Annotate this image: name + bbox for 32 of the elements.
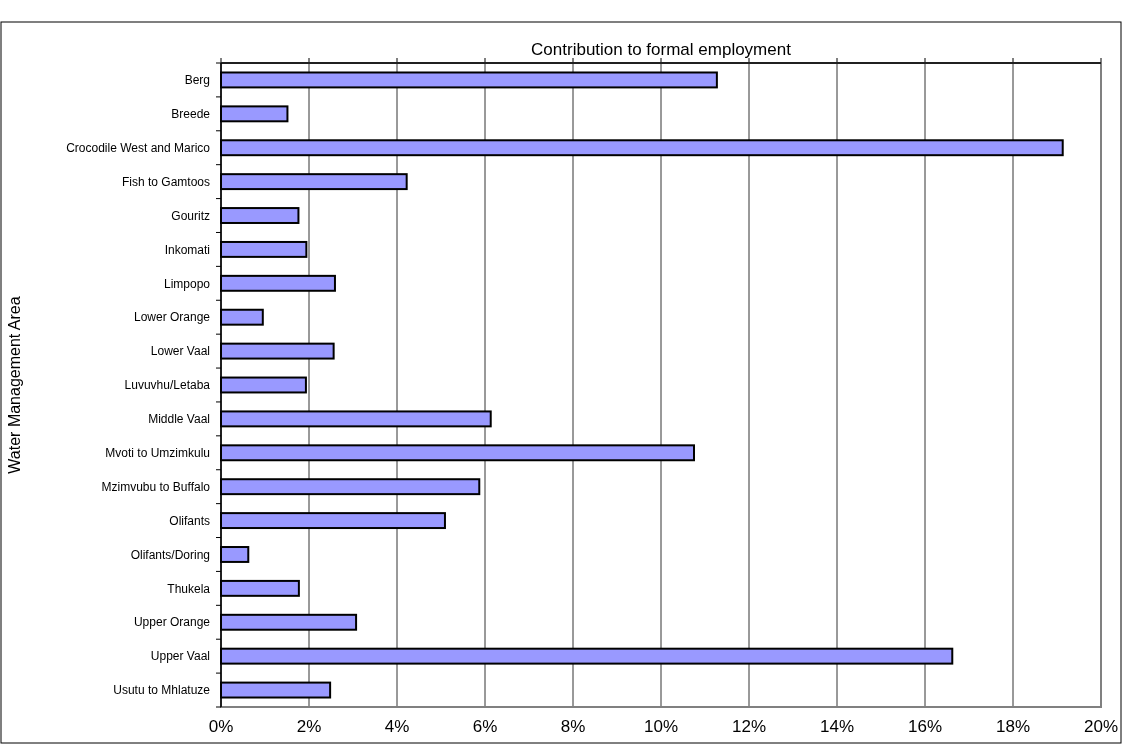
x-tick-label: 8% <box>560 717 586 736</box>
y-tick-label: Gouritz <box>171 208 210 223</box>
y-tick-label: Olifants <box>169 513 210 528</box>
x-tick-label: 18% <box>995 717 1031 736</box>
y-tick-label: Lower Orange <box>133 310 211 325</box>
y-tick-label: Olifants/Doring <box>130 547 210 562</box>
x-tick-label: 20% <box>1083 717 1119 736</box>
y-tick-label: Breede <box>171 107 211 122</box>
x-tick-label: 12% <box>731 717 767 736</box>
x-tick-label: 2% <box>296 717 322 736</box>
y-tick-label: Luvuvhu/Letaba <box>124 378 211 393</box>
x-tick-label: 0% <box>208 717 234 736</box>
x-tick-label: 4% <box>384 717 410 736</box>
y-tick-label: Usutu to Mhlatuze <box>113 683 211 698</box>
x-tick-label: 16% <box>907 717 943 736</box>
y-tick-label: Fish to Gamtoos <box>121 174 210 189</box>
y-tick-label: Inkomati <box>164 242 210 257</box>
x-tick-label: 6% <box>472 717 498 736</box>
y-tick-label: Berg <box>184 73 210 88</box>
y-axis-title: Water Management Area <box>6 296 23 474</box>
y-tick-label: Middle Vaal <box>148 412 210 427</box>
y-tick-label: Upper Orange <box>133 615 211 630</box>
y-tick-label: Mvoti to Umzimkulu <box>105 445 210 460</box>
y-tick-label: Limpopo <box>163 276 211 291</box>
y-tick-label: Thukela <box>167 581 211 596</box>
x-tick-label: 10% <box>643 717 679 736</box>
y-tick-label: Upper Vaal <box>150 649 210 664</box>
y-tick-label: Crocodile West and Marico <box>66 140 211 155</box>
chart-title: Contribution to formal employment <box>531 40 792 59</box>
y-tick-label: Mzimvubu to Buffalo <box>101 479 211 494</box>
x-tick-label: 14% <box>819 717 855 736</box>
y-tick-label: Lower Vaal <box>150 344 210 359</box>
